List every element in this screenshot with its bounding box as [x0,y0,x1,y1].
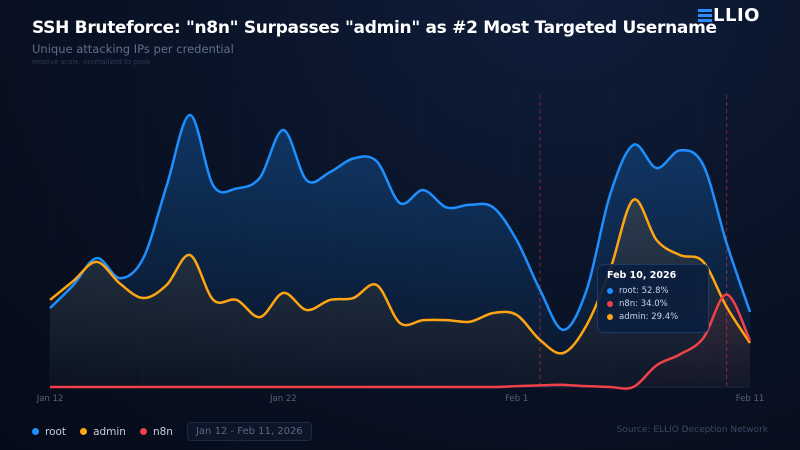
legend-item-n8n[interactable]: n8n [139,425,173,438]
chart-subtitle: Unique attacking IPs per credential [32,42,234,56]
admin-dot-icon [80,428,88,435]
x-tick-label: Jan 22 [269,394,297,404]
chart-title: SSH Bruteforce: "n8n" Surpasses "admin" … [32,18,717,38]
x-tick-label: Feb 11 [736,394,765,404]
source-note: Source: ELLIO Deception Network [616,425,768,435]
legend-label: n8n [152,425,173,438]
x-tick-label: Jan 12 [36,394,64,404]
tooltip-date: Feb 10, 2026 [607,270,677,281]
tooltip-row-n8n: n8n: 34.0% [607,297,708,310]
tooltip-value: admin: 29.4% [619,311,679,322]
root-line [49,113,752,332]
n8n-dot-icon [607,300,613,307]
admin-dot-icon [607,313,613,320]
legend-label: admin [93,425,126,438]
root-dot-icon [32,428,39,435]
admin-area [50,199,750,387]
legend-label: root [45,425,67,438]
root-dot-icon [607,287,613,294]
ellio-logo: LLIO [698,5,760,26]
date-range-badge: Jan 12 - Feb 11, 2026 [186,422,312,441]
n8n-dot-icon [139,428,147,435]
admin-line [49,198,752,355]
scale-note: relative scale, normalized to peak [32,58,151,66]
n8n-line [49,293,752,390]
legend-item-root[interactable]: root [32,426,66,438]
tooltip-value: root: 52.8% [619,285,669,296]
legend-item-admin[interactable]: admin [80,426,126,438]
tooltip-value: n8n: 34.0% [619,298,668,309]
logo-text: LLIO [713,5,760,26]
n8n-area [50,294,750,389]
legend: root admin n8n Jan 12 - Feb 11, 2026 [32,422,312,441]
tooltip-row-admin: admin: 29.4% [607,310,708,323]
tooltip-row-root: root: 52.8% [607,284,708,297]
tooltip: Feb 10, 2026 root: 52.8% n8n: 34.0% admi… [597,264,709,333]
logo-bars-icon [698,7,712,24]
x-tick-label: Feb 1 [505,394,528,404]
